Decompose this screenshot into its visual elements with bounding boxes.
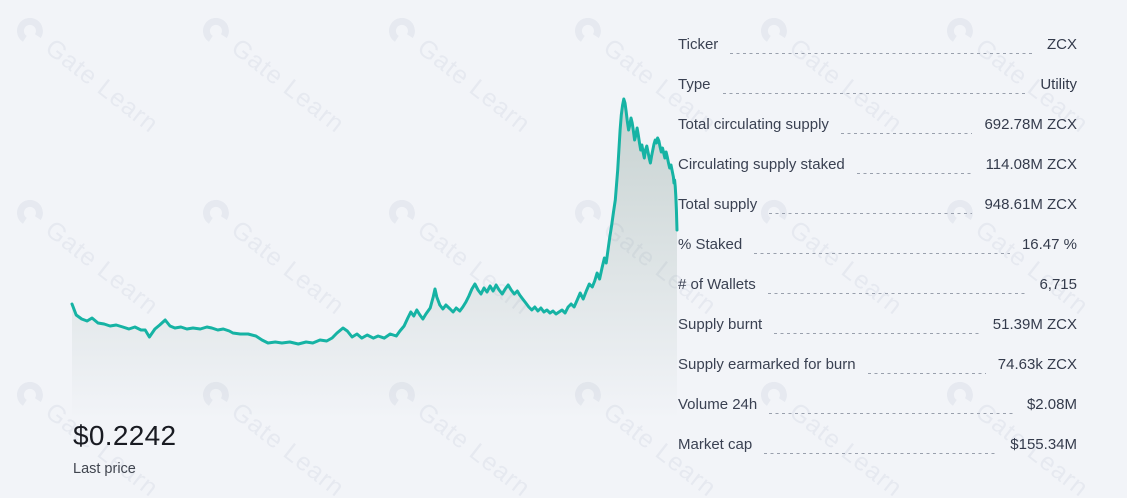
gate-logo-icon <box>572 197 604 228</box>
stat-row: Total circulating supply 692.78M ZCX <box>678 104 1077 144</box>
stat-label: Market cap <box>678 435 753 453</box>
stat-value: Utility <box>1040 75 1077 93</box>
stat-value: 74.63k ZCX <box>997 355 1077 373</box>
dotted-leader <box>840 132 973 134</box>
gate-logo-icon <box>572 15 604 46</box>
stat-label: Supply earmarked for burn <box>678 355 856 373</box>
stat-value: 948.61M ZCX <box>984 195 1077 213</box>
watermark: Gate Learn <box>11 11 164 139</box>
watermark-text: Gate Learn <box>412 33 536 139</box>
dotted-leader <box>754 252 1010 254</box>
gate-logo-icon <box>14 197 46 228</box>
stat-label: Volume 24h <box>678 395 758 413</box>
watermark-text: Gate Learn <box>40 215 164 321</box>
stat-row: % Staked 16.47 % <box>678 224 1077 264</box>
stat-value: ZCX <box>1047 35 1077 53</box>
watermark-text: Gate Learn <box>226 33 350 139</box>
gate-logo-icon <box>386 15 418 46</box>
stat-label: % Staked <box>678 235 743 253</box>
gate-logo-icon <box>386 379 418 410</box>
stat-row: Ticker ZCX <box>678 24 1077 64</box>
gate-logo-icon <box>200 379 232 410</box>
stat-value: 16.47 % <box>1021 235 1077 253</box>
watermark-text: Gate Learn <box>412 397 536 498</box>
watermark: Gate Learn <box>197 11 350 139</box>
chart-price-line <box>70 97 679 346</box>
watermark: Gate Learn <box>383 193 536 321</box>
stat-label: Total circulating supply <box>678 115 829 133</box>
stat-row: Supply burnt 51.39M ZCX <box>678 304 1077 344</box>
stat-row: Circulating supply staked 114.08M ZCX <box>678 144 1077 184</box>
stat-row: # of Wallets 6,715 <box>678 264 1077 304</box>
stat-value: $155.34M <box>1010 435 1077 453</box>
stat-value: 6,715 <box>1039 275 1077 293</box>
stat-label: Supply burnt <box>678 315 763 333</box>
watermark-text: Gate Learn <box>40 33 164 139</box>
stat-row: Total supply 948.61M ZCX <box>678 184 1077 224</box>
dotted-leader <box>730 52 1035 54</box>
stat-label: Total supply <box>678 195 758 213</box>
gate-logo-icon <box>200 15 232 46</box>
watermark: Gate Learn <box>197 375 350 498</box>
dotted-leader <box>767 292 1028 294</box>
gate-logo-icon <box>14 379 46 410</box>
stat-value: 692.78M ZCX <box>984 115 1077 133</box>
gate-logo-icon <box>572 379 604 410</box>
stat-label: Ticker <box>678 35 719 53</box>
stat-row: Supply earmarked for burn 74.63k ZCX <box>678 344 1077 384</box>
token-stats-panel: Ticker ZCX Type Utility Total circulating su… <box>678 24 1077 464</box>
watermark: Gate Learn <box>11 193 164 321</box>
dotted-leader <box>764 452 999 454</box>
last-price-caption: Last price <box>73 461 136 477</box>
watermark-text: Gate Learn <box>226 397 350 498</box>
last-price-value: $0.2242 <box>73 420 177 451</box>
gate-logo-icon <box>386 197 418 228</box>
stat-row: Volume 24h $2.08M <box>678 384 1077 424</box>
dotted-leader <box>769 412 1015 414</box>
watermark: Gate Learn <box>383 375 536 498</box>
dotted-leader <box>774 332 981 334</box>
stat-value: 114.08M ZCX <box>985 155 1077 173</box>
watermark-text: Gate Learn <box>412 215 536 321</box>
dotted-leader <box>769 212 973 214</box>
watermark-text: Gate Learn <box>226 215 350 321</box>
dotted-leader <box>867 372 986 374</box>
gate-logo-icon <box>14 15 46 46</box>
last-price-block: $0.2242 Last price <box>73 420 176 477</box>
gate-logo-icon <box>200 197 232 228</box>
stat-value: 51.39M ZCX <box>992 315 1077 333</box>
stat-label: Circulating supply staked <box>678 155 845 173</box>
dotted-leader <box>722 92 1029 94</box>
watermark: Gate Learn <box>383 11 536 139</box>
watermark: Gate Learn <box>197 193 350 321</box>
stat-value: $2.08M <box>1026 395 1077 413</box>
chart-area-fill <box>72 99 677 420</box>
stat-label: Type <box>678 75 711 93</box>
stat-row: Type Utility <box>678 64 1077 104</box>
stat-label: # of Wallets <box>678 275 756 293</box>
dotted-leader <box>856 172 974 174</box>
stat-row: Market cap $155.34M <box>678 424 1077 464</box>
